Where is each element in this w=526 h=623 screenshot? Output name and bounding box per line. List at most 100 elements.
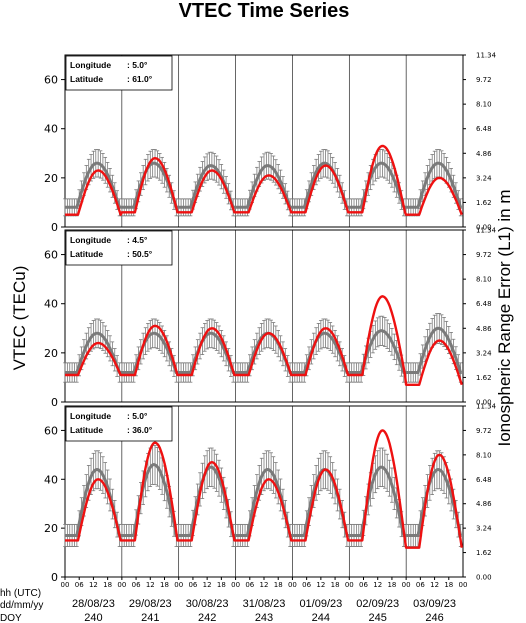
y2-tick-label: 0.00	[476, 399, 492, 407]
x-hour-tick-label: 18	[387, 581, 396, 589]
longitude-label: Longitude	[70, 60, 111, 70]
y2-tick-label: 8.10	[476, 451, 492, 459]
y2-tick-label: 3.24	[476, 174, 492, 182]
x-hour-tick-label: 00	[402, 581, 411, 589]
x-doy-label: 243	[255, 612, 273, 623]
latitude-label: Latitude	[70, 425, 103, 435]
y-tick-label: 0	[51, 396, 58, 409]
x-date-label: 01/09/23	[299, 598, 342, 610]
x-hour-tick-label: 00	[288, 581, 297, 589]
y-tick-label: 20	[44, 522, 58, 535]
y2-tick-label: 9.72	[476, 251, 492, 259]
latitude-value: : 36.0°	[127, 425, 153, 435]
x-hour-tick-label: 12	[260, 581, 269, 589]
y2-tick-label: 9.72	[476, 76, 492, 84]
x-doy-label: 242	[198, 612, 216, 623]
reference-line	[65, 463, 463, 537]
latitude-value: : 50.5°	[127, 249, 153, 259]
reference-line	[65, 161, 463, 209]
x-date-label: 30/08/23	[186, 598, 229, 610]
x-hour-tick-label: 06	[416, 581, 425, 589]
x-doy-label: 246	[425, 612, 443, 623]
x-hour-tick-label: 00	[61, 581, 70, 589]
reference-series	[63, 313, 463, 383]
info-box	[65, 406, 173, 442]
x-hour-tick-label: 18	[217, 581, 226, 589]
x-hour-tick-label: 00	[117, 581, 126, 589]
y2-tick-label: 6.48	[476, 476, 492, 484]
x-hour-tick-label: 06	[359, 581, 368, 589]
measured-line	[64, 144, 463, 216]
y2-tick-label: 1.62	[476, 374, 492, 382]
y2-tick-label: 4.86	[476, 150, 492, 158]
y-axis-label-right: Ionospheric Range Error (L1) in m	[495, 189, 514, 446]
y-tick-label: 60	[44, 249, 58, 262]
y2-tick-label: 6.48	[476, 125, 492, 133]
longitude-label: Longitude	[70, 411, 111, 421]
y2-tick-label: 0.00	[476, 574, 492, 582]
longitude-value: : 5.0°	[127, 60, 148, 70]
panel-3: 0 20 40 60 0.00 1.62 3.24 4.86 6.48 8.10 9.72 11.34…	[44, 403, 497, 585]
latitude-value: : 61.0°	[127, 74, 153, 84]
y-axis-label: VTEC (TECu)	[10, 266, 29, 371]
y-tick-label: 40	[44, 123, 58, 136]
info-box	[65, 230, 173, 266]
info-box	[65, 55, 173, 91]
x-hour-tick-label: 18	[103, 581, 112, 589]
x-hour-tick-label: 18	[274, 581, 283, 589]
x-hour-tick-label: 00	[231, 581, 240, 589]
y2-tick-label: 3.24	[476, 525, 492, 533]
y-tick-label: 0	[51, 221, 58, 234]
y-tick-label: 0	[51, 571, 58, 584]
longitude-value: : 4.5°	[127, 235, 148, 245]
panel-1: 0 20 40 60 0.00 1.62 3.24 4.86 6.48 8.10 9.72 11.34…	[44, 52, 497, 235]
x-hour-tick-label: 18	[444, 581, 453, 589]
x-hour-tick-label: 06	[132, 581, 141, 589]
x-hour-tick-label: 12	[203, 581, 212, 589]
x-hour-tick-label: 06	[188, 581, 197, 589]
x-doy-label: 240	[84, 612, 102, 623]
x-date-label: 31/08/23	[243, 598, 286, 610]
panel-frame	[64, 229, 464, 403]
x-hour-tick-label: 18	[331, 581, 340, 589]
x-row-label-date: dd/mm/yy	[0, 600, 43, 611]
longitude-value: : 5.0°	[127, 411, 148, 421]
y2-tick-label: 8.10	[476, 101, 492, 109]
x-hour-tick-label: 06	[75, 581, 84, 589]
x-hour-tick-label: 12	[89, 581, 98, 589]
y-tick-label: 40	[44, 298, 58, 311]
location-info: Longitude : 4.5° Latitude : 50.5°	[65, 230, 173, 266]
panel-2: 0 20 40 60 0.00 1.62 3.24 4.86 6.48 8.10 9.72 11.34…	[44, 227, 497, 410]
x-date-label: 29/08/23	[129, 598, 172, 610]
chart-title: VTEC Time Series	[179, 0, 350, 22]
location-info: Longitude : 5.0° Latitude : 61.0°	[65, 55, 173, 91]
y2-tick-label: 11.34	[476, 227, 497, 235]
x-date-label: 28/08/23	[72, 598, 115, 610]
x-hour-tick-label: 12	[146, 581, 155, 589]
y2-tick-label: 4.86	[476, 500, 492, 508]
longitude-label: Longitude	[70, 235, 111, 245]
y2-tick-label: 3.24	[476, 349, 492, 357]
latitude-label: Latitude	[70, 74, 103, 84]
latitude-label: Latitude	[70, 249, 103, 259]
x-row-label-hour: hh (UTC)	[0, 588, 41, 599]
y2-tick-label: 1.62	[476, 199, 492, 207]
x-hour-tick-label: 00	[459, 581, 468, 589]
y2-tick-label: 11.34	[476, 52, 497, 60]
y2-tick-label: 9.72	[476, 427, 492, 435]
x-hour-tick-label: 18	[160, 581, 169, 589]
y2-tick-label: 4.86	[476, 325, 492, 333]
y-tick-label: 60	[44, 424, 58, 437]
panel-frame	[64, 54, 464, 228]
x-doy-label: 245	[369, 612, 387, 623]
x-hour-tick-label: 12	[373, 581, 382, 589]
x-date-label: 03/09/23	[413, 598, 456, 610]
y2-tick-label: 0.00	[476, 224, 492, 232]
x-hour-tick-label: 12	[316, 581, 325, 589]
y-tick-label: 20	[44, 172, 58, 185]
x-row-label-doy: DOY	[0, 613, 22, 623]
location-info: Longitude : 5.0° Latitude : 36.0°	[65, 406, 173, 442]
x-hour-tick-label: 06	[302, 581, 311, 589]
reference-series	[63, 444, 463, 547]
